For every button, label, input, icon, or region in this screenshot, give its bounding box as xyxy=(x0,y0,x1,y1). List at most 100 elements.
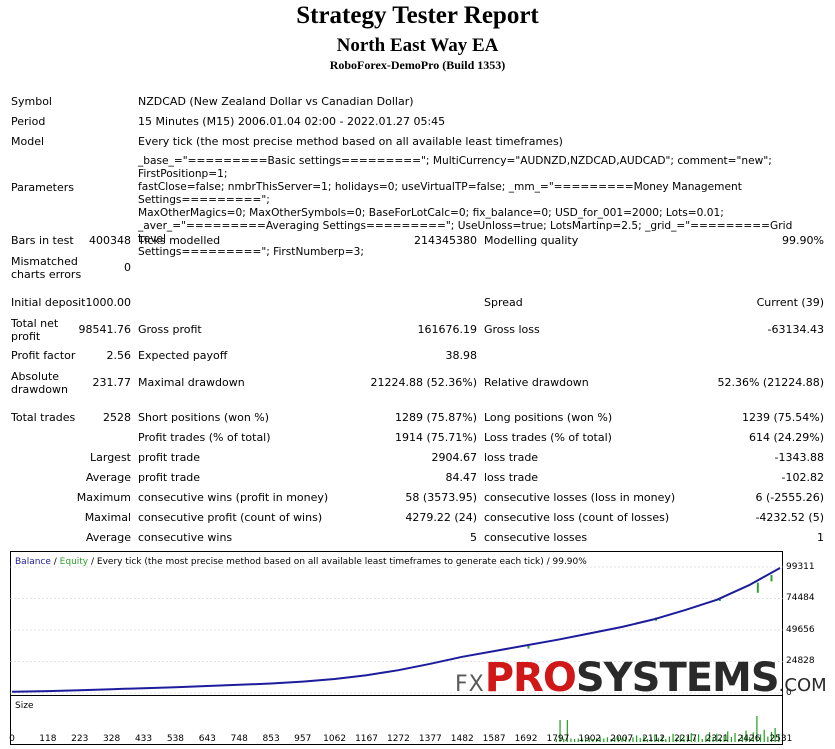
size-bar-1 xyxy=(559,720,561,742)
x-tick-label-15: 1587 xyxy=(482,734,506,744)
chart-frame xyxy=(10,551,783,745)
size-bar-26 xyxy=(650,736,652,742)
size-label: Size xyxy=(15,701,34,711)
y-tick-label-4: 0 xyxy=(786,688,792,698)
abs-drawdown-value: 231.77 xyxy=(92,376,132,389)
x-tick-label-13: 1377 xyxy=(418,734,442,744)
size-bar-41 xyxy=(705,735,707,742)
fxprosystems-watermark: FXPROSYSTEMS.COM xyxy=(455,655,827,701)
profit-factor-value: 2.56 xyxy=(106,349,132,362)
size-bar-54 xyxy=(752,732,754,742)
gross-profit-value: 161676.19 xyxy=(417,323,478,336)
x-tick-label-21: 2217 xyxy=(674,734,697,744)
parameters-value: _base_="=========Basic settings=========… xyxy=(138,155,793,258)
size-bar-23 xyxy=(639,738,641,742)
size-bar-32 xyxy=(672,733,674,742)
mismatch-label: Mismatched xyxy=(11,255,78,268)
max-cons-wins-value: 58 (3573.95) xyxy=(405,491,477,504)
size-bar-53 xyxy=(749,736,751,742)
avg-profit-label: profit trade xyxy=(138,471,201,484)
x-tick-label-2: 223 xyxy=(71,734,89,744)
short-positions-label: Short positions (won %) xyxy=(138,411,270,424)
watermark-com: .COM xyxy=(778,675,827,696)
x-tick-label-3: 328 xyxy=(103,734,121,744)
total-trades-value: 2528 xyxy=(103,411,131,424)
size-bar-20 xyxy=(628,739,630,742)
max-cons-profit-value: 4279.22 (24) xyxy=(405,511,477,524)
size-bar-33 xyxy=(676,737,678,742)
x-tick-label-10: 1062 xyxy=(323,734,347,744)
max-cons-loss-value: -4232.52 (5) xyxy=(755,511,824,524)
size-bars xyxy=(555,716,780,742)
size-bar-59 xyxy=(770,731,773,742)
size-bar-36 xyxy=(687,736,689,742)
max-cons-profit-label: consecutive profit (count of wins) xyxy=(138,511,323,524)
max-drawdown-value: 21224.88 (52.36%) xyxy=(370,376,477,389)
balance-line xyxy=(11,567,781,693)
parameters-label: Parameters xyxy=(11,181,74,194)
size-bar-9 xyxy=(588,737,590,742)
size-bar-35 xyxy=(683,739,685,742)
avg-profit-value: 84.47 xyxy=(445,471,478,484)
x-tick-label-4: 433 xyxy=(134,734,153,744)
size-bar-48 xyxy=(730,737,732,742)
ticks-label: Ticks modelled xyxy=(138,234,221,247)
y-tick-label-0: 99311 xyxy=(786,562,815,572)
deposit-value: 1000.00 xyxy=(85,296,132,309)
size-bar-14 xyxy=(606,737,609,742)
x-tick-label-7: 748 xyxy=(230,734,248,744)
net-profit-value: 98541.76 xyxy=(78,323,132,336)
size-bar-43 xyxy=(712,737,714,742)
size-bar-21 xyxy=(632,737,634,742)
bars-label: Bars in test xyxy=(11,234,74,247)
largest-profit-value: 2904.67 xyxy=(431,451,478,464)
x-tick-label-17: 1797 xyxy=(546,734,570,744)
x-tick-label-6: 643 xyxy=(198,734,216,744)
size-bar-52 xyxy=(745,730,747,742)
x-tick-label-11: 1167 xyxy=(355,734,378,744)
legend-balance: Balance xyxy=(15,557,51,567)
size-bar-51 xyxy=(741,734,743,742)
net-profit-label-2: profit xyxy=(11,330,41,343)
chart-legend: Balance / Equity / Every tick (the most … xyxy=(15,557,587,567)
avg-loss-value: -102.82 xyxy=(781,471,824,484)
gross-loss-label: Gross loss xyxy=(484,323,540,336)
size-bar-58 xyxy=(767,736,769,742)
expected-payoff-value: 38.98 xyxy=(445,349,478,362)
size-bar-8 xyxy=(584,738,587,742)
chart-grid xyxy=(10,566,783,694)
y-tick-label-2: 49656 xyxy=(786,624,815,635)
quality-label: Modelling quality xyxy=(484,234,579,247)
symbol-label: Symbol xyxy=(11,95,52,108)
profit-trades-label: Profit trades (% of total) xyxy=(138,431,271,444)
watermark-pro: PRO xyxy=(484,655,577,701)
size-bar-57 xyxy=(763,729,765,742)
ea-name: North East Way EA xyxy=(336,35,499,56)
avg-loss-label: loss trade xyxy=(484,471,539,484)
size-bar-28 xyxy=(657,737,660,742)
gross-loss-value: -63134.43 xyxy=(767,323,824,336)
maximum-label: Maximum xyxy=(76,491,131,504)
x-tick-label-24: 2531 xyxy=(769,734,793,744)
largest-loss-label: loss trade xyxy=(484,451,539,464)
max-cons-wins-label: consecutive wins (profit in money) xyxy=(138,491,329,504)
size-bar-61 xyxy=(778,734,780,742)
size-bar-6 xyxy=(577,738,579,742)
deposit-label: Initial deposit xyxy=(11,296,86,309)
max-cons-loss-label: consecutive loss (count of losses) xyxy=(484,511,670,524)
size-bar-30 xyxy=(665,739,667,742)
size-bar-47 xyxy=(727,731,729,742)
model-value: Every tick (the most precise method base… xyxy=(138,135,563,148)
size-bar-34 xyxy=(679,734,681,742)
model-label: Model xyxy=(11,135,45,148)
size-bar-46 xyxy=(723,735,725,742)
average-consecutive-label: Average xyxy=(85,531,131,544)
largest-loss-value: -1343.88 xyxy=(774,451,824,464)
size-bar-18 xyxy=(621,738,623,742)
maximal-label: Maximal xyxy=(84,511,131,524)
x-tick-label-23: 2426 xyxy=(737,734,761,744)
mismatch-value: 0 xyxy=(124,261,131,274)
profit-factor-label: Profit factor xyxy=(11,349,76,362)
x-tick-label-18: 1902 xyxy=(578,734,602,744)
size-bar-16 xyxy=(614,737,616,742)
